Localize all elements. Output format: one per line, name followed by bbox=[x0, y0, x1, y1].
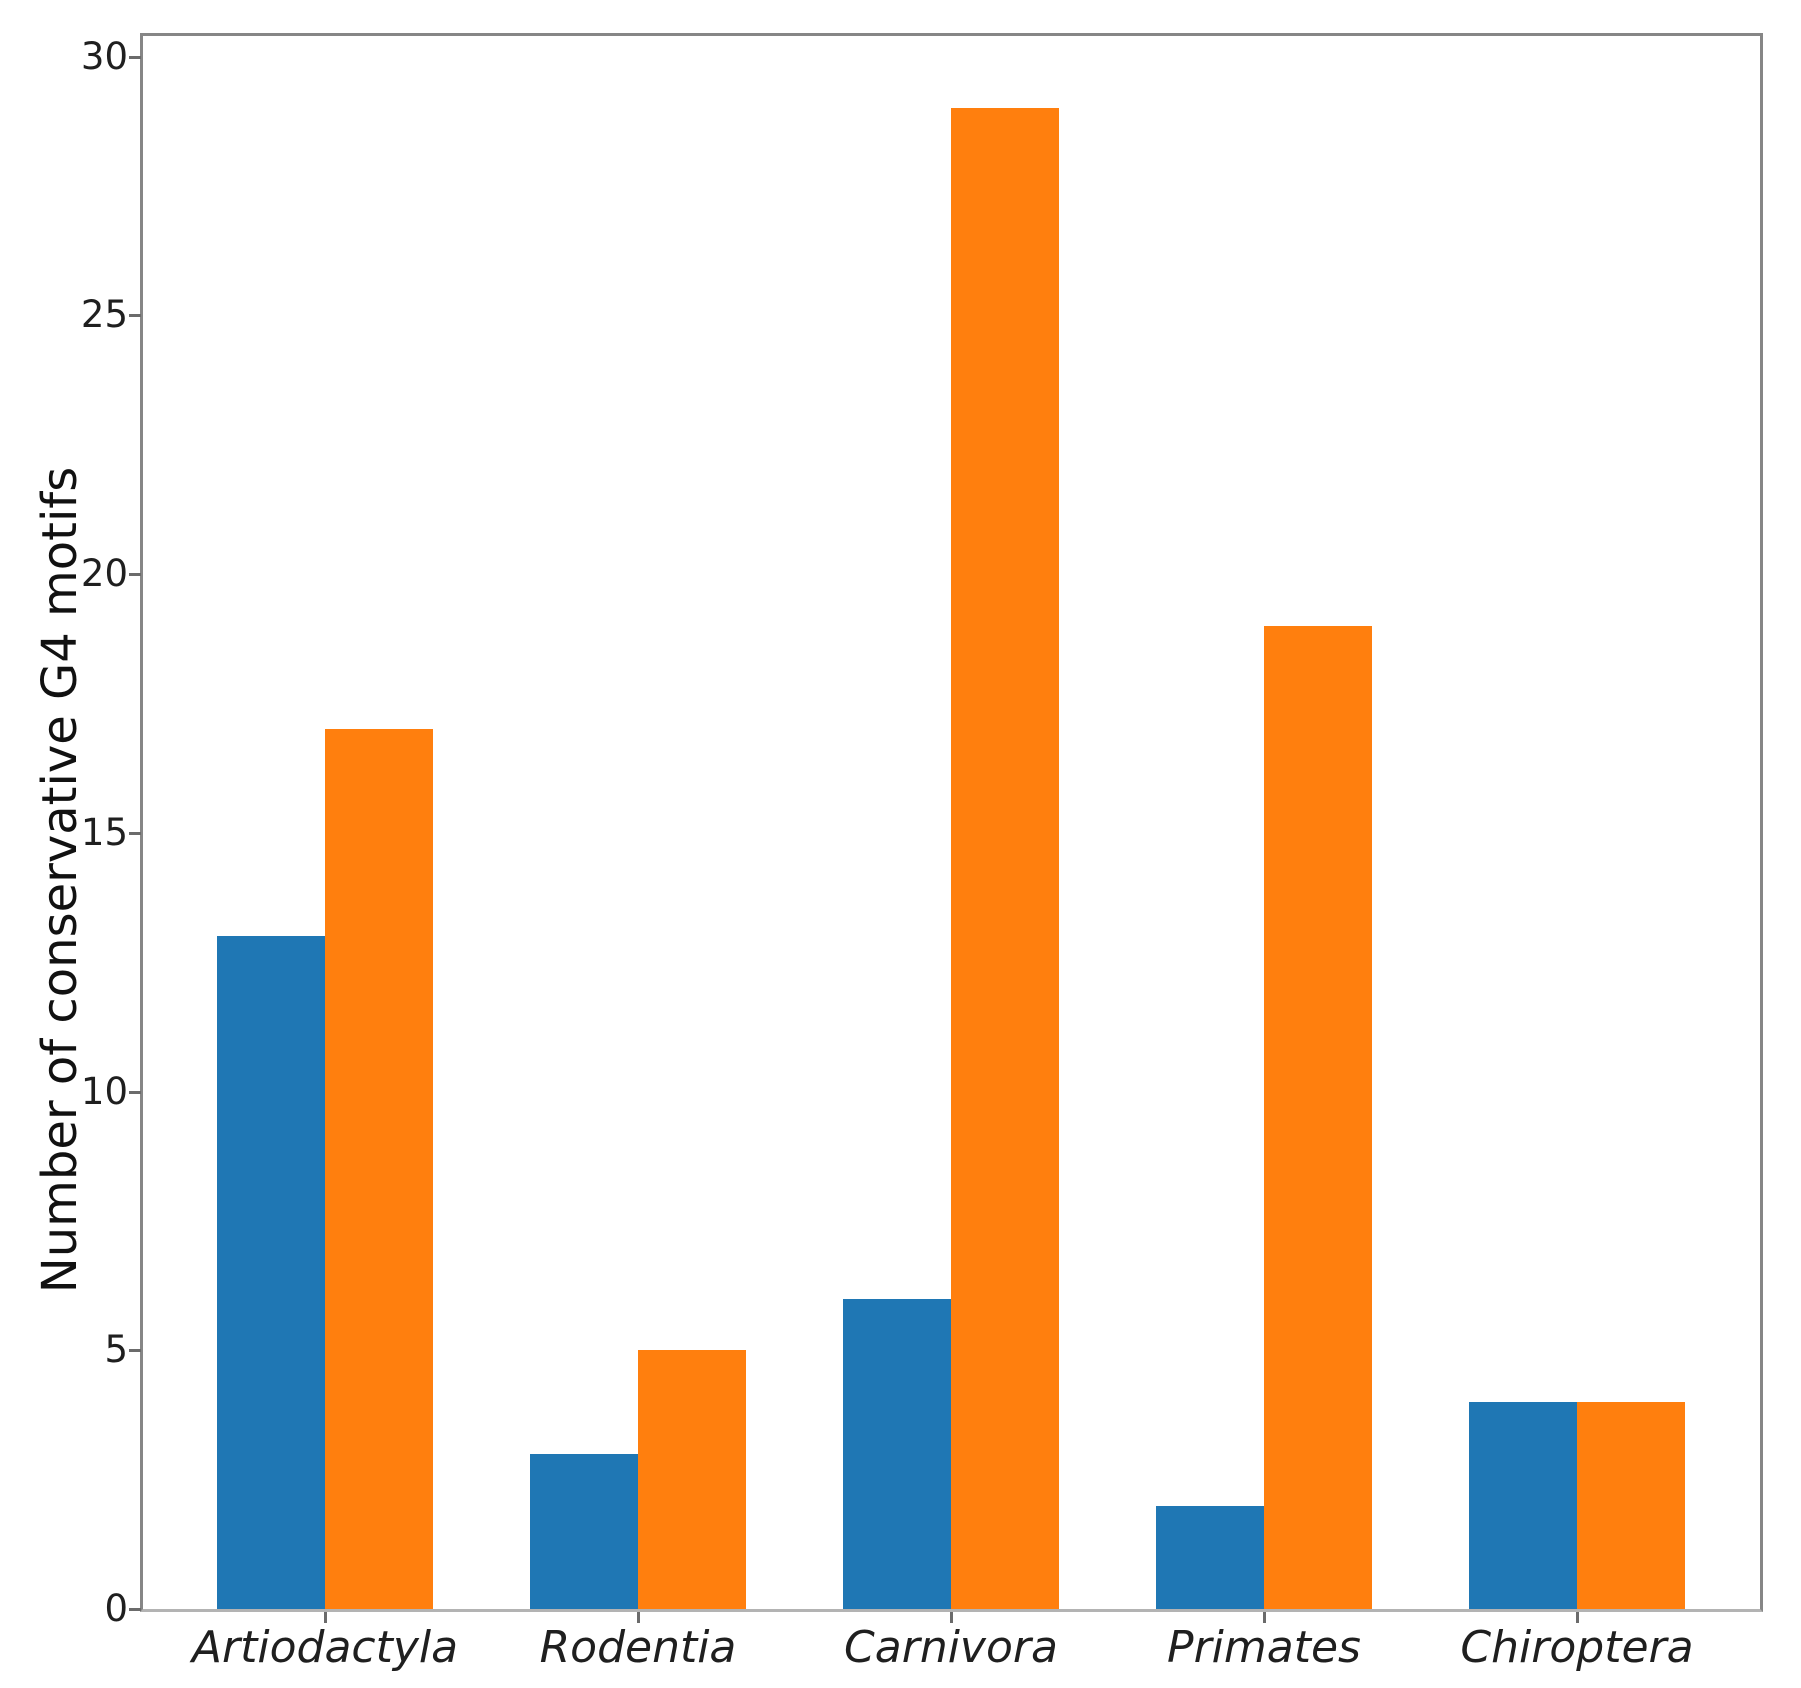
y-tick-mark bbox=[129, 1608, 141, 1611]
y-tick-label: 25 bbox=[80, 293, 128, 336]
bar-series-2-orange-rodentia bbox=[638, 1350, 746, 1609]
y-tick-mark bbox=[129, 314, 141, 317]
bar-series-2-orange-artiodactyla bbox=[325, 729, 433, 1609]
bar-series-1-blue-rodentia bbox=[530, 1454, 638, 1609]
bar-series-1-blue-primates bbox=[1156, 1506, 1264, 1609]
x-tick-mark bbox=[324, 1612, 327, 1623]
bar-series-2-orange-primates bbox=[1264, 626, 1372, 1609]
bar-series-2-orange-chiroptera bbox=[1577, 1402, 1685, 1609]
x-tick-label: Rodentia bbox=[539, 1622, 737, 1673]
plot-area bbox=[140, 33, 1763, 1612]
y-tick-label: 10 bbox=[80, 1070, 128, 1113]
y-tick-label: 15 bbox=[80, 811, 128, 854]
x-tick-label: Artiodactyla bbox=[191, 1622, 459, 1673]
y-tick-mark bbox=[129, 56, 141, 59]
x-tick-label: Primates bbox=[1167, 1622, 1361, 1673]
x-tick-mark bbox=[950, 1612, 953, 1623]
y-tick-mark bbox=[129, 1349, 141, 1352]
y-tick-mark bbox=[129, 832, 141, 835]
x-tick-mark bbox=[1263, 1612, 1266, 1623]
bar-series-1-blue-artiodactyla bbox=[217, 936, 325, 1609]
y-tick-label: 0 bbox=[104, 1587, 128, 1630]
bar-series-2-orange-carnivora bbox=[951, 108, 1059, 1609]
x-tick-mark bbox=[1576, 1612, 1579, 1623]
bar-series-1-blue-carnivora bbox=[843, 1299, 951, 1609]
bar-series-1-blue-chiroptera bbox=[1469, 1402, 1577, 1609]
y-tick-label: 30 bbox=[80, 35, 128, 78]
x-tick-label: Carnivora bbox=[844, 1622, 1058, 1673]
y-tick-label: 5 bbox=[104, 1328, 128, 1371]
y-tick-label: 20 bbox=[80, 552, 128, 595]
x-tick-label: Chiroptera bbox=[1460, 1622, 1694, 1673]
y-tick-mark bbox=[129, 1091, 141, 1094]
y-tick-mark bbox=[129, 573, 141, 576]
x-tick-mark bbox=[637, 1612, 640, 1623]
